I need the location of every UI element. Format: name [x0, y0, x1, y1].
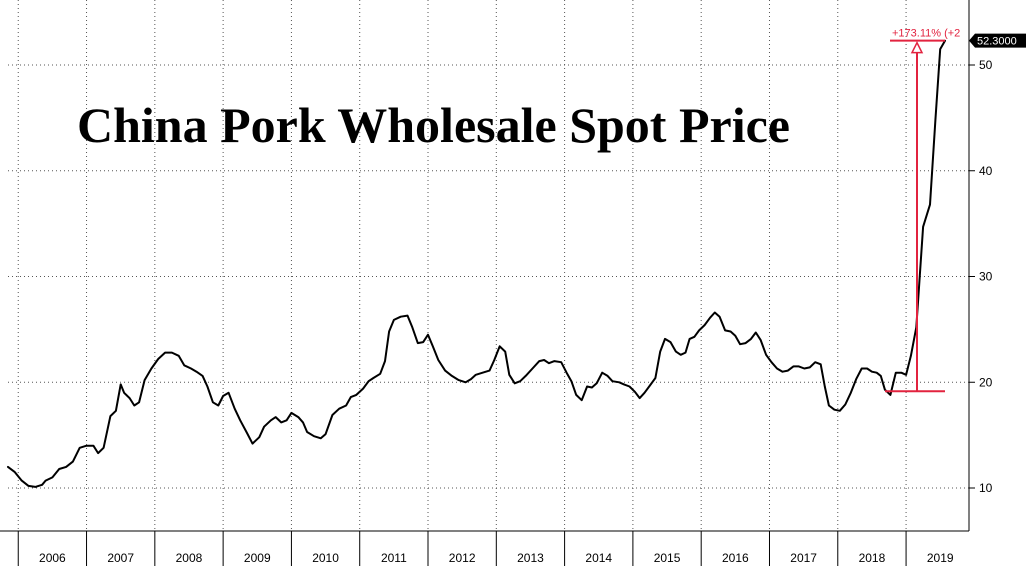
x-tick-label: 2015 [654, 551, 681, 565]
y-tick-label: 40 [979, 164, 993, 178]
x-tick-label: 2014 [585, 551, 612, 565]
axis-layer: 10 20 30 40 50 2006 2007 2008 2009 2010 2011 2012 20… [0, 0, 993, 566]
x-tick-label: 2016 [722, 551, 749, 565]
x-tick-label: 2007 [107, 551, 134, 565]
y-tick-label: 10 [979, 481, 993, 495]
y-tick-label: 50 [979, 58, 993, 72]
x-tick-label: 2006 [39, 551, 66, 565]
x-tick-label: 2018 [859, 551, 886, 565]
x-tick-label: 2019 [927, 551, 954, 565]
y-tick-label: 30 [979, 270, 993, 284]
annotation-arrowhead [910, 41, 924, 54]
grid-layer [8, 0, 969, 531]
chart-title: China Pork Wholesale Spot Price [77, 97, 790, 153]
series-layer [7, 39, 946, 488]
x-tick-label: 2008 [176, 551, 203, 565]
x-tick-label: 2009 [244, 551, 271, 565]
last-value-box [969, 33, 1026, 48]
y-tick-label: 20 [979, 375, 993, 389]
x-tick-label: 2017 [790, 551, 817, 565]
x-tick-label: 2011 [381, 551, 407, 565]
annotation-layer: +173.11% (+2 52.3000 [885, 28, 1026, 393]
price-series-line [7, 39, 946, 488]
x-tick-label: 2012 [449, 551, 476, 565]
x-tick-label: 2013 [517, 551, 544, 565]
annotation-label: +173.11% (+2 [892, 28, 960, 40]
last-value-label: 52.3000 [977, 36, 1017, 48]
x-tick-label: 2010 [312, 551, 339, 565]
